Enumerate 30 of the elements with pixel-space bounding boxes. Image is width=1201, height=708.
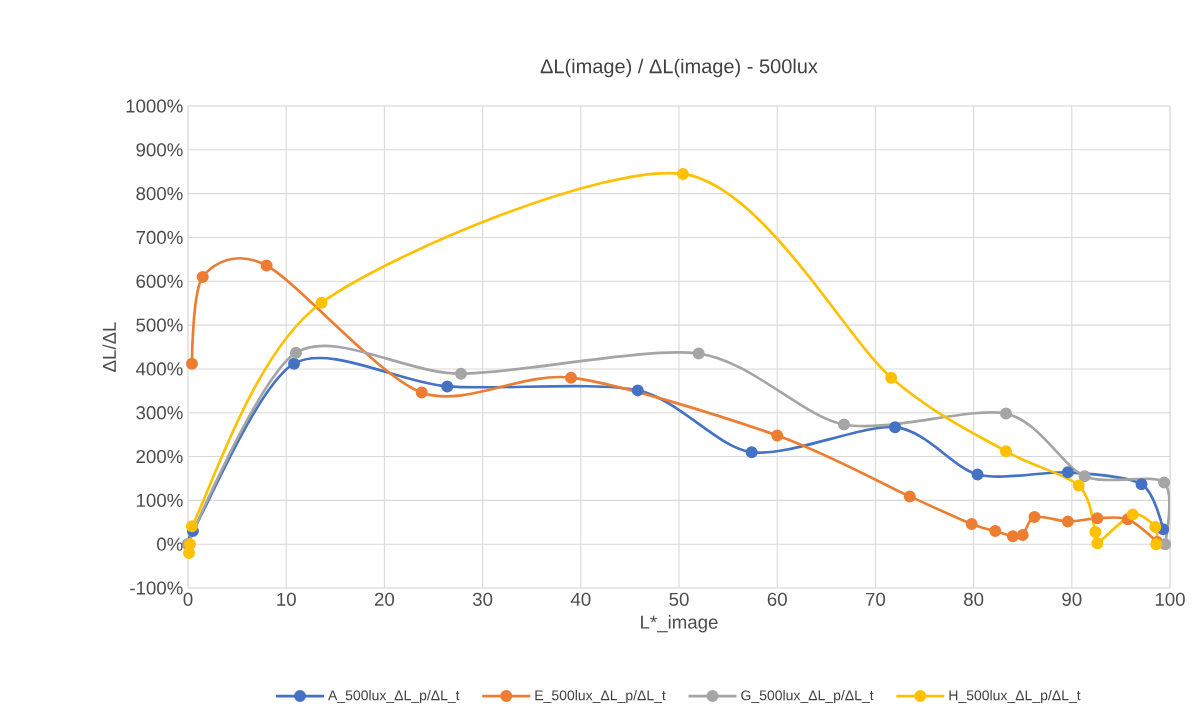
y-tick-label: 800% bbox=[136, 187, 183, 201]
x-tick-label: 70 bbox=[865, 592, 886, 606]
x-tick-label: 90 bbox=[1062, 592, 1082, 606]
x-tick-label: 40 bbox=[570, 592, 591, 606]
x-tick-label: 50 bbox=[669, 592, 689, 606]
x-tick-label: 100 bbox=[1155, 592, 1185, 606]
y-tick-label: 1000% bbox=[126, 99, 183, 113]
x-axis-title: L*_image bbox=[641, 615, 718, 633]
legend-label: A_500lux_ΔL_p/ΔL_t bbox=[328, 690, 460, 704]
x-tick-label: 10 bbox=[277, 592, 296, 606]
x-tick-label: 20 bbox=[374, 592, 395, 606]
y-tick-label: 100% bbox=[136, 493, 183, 507]
y-tick-label: 900% bbox=[136, 143, 183, 157]
x-tick-label: 60 bbox=[767, 592, 787, 606]
x-tick-label: 30 bbox=[472, 592, 493, 606]
legend-label: G_500lux_ΔL_p/ΔL_t bbox=[741, 690, 874, 704]
x-tick-label: 80 bbox=[964, 592, 984, 606]
y-tick-label: 500% bbox=[136, 318, 183, 332]
chart-title: ΔL(image) / ΔL(image) - 500lux bbox=[540, 58, 818, 78]
y-tick-label: -100% bbox=[130, 581, 183, 595]
y-tick-label: 400% bbox=[135, 362, 183, 376]
x-tick-label: 0 bbox=[183, 592, 193, 606]
y-tick-label: 200% bbox=[136, 449, 183, 464]
y-tick-label: 700% bbox=[136, 230, 183, 245]
legend-label: H_500lux_ΔL_p/ΔL_t bbox=[949, 690, 1081, 704]
y-tick-label: 0% bbox=[157, 537, 183, 551]
legend-label: E_500lux_ΔL_p/ΔL_t bbox=[535, 690, 666, 704]
y-tick-label: 300% bbox=[136, 406, 183, 420]
y-tick-label: 600% bbox=[136, 274, 183, 288]
y-axis-title: ΔL/ΔL bbox=[102, 322, 117, 372]
